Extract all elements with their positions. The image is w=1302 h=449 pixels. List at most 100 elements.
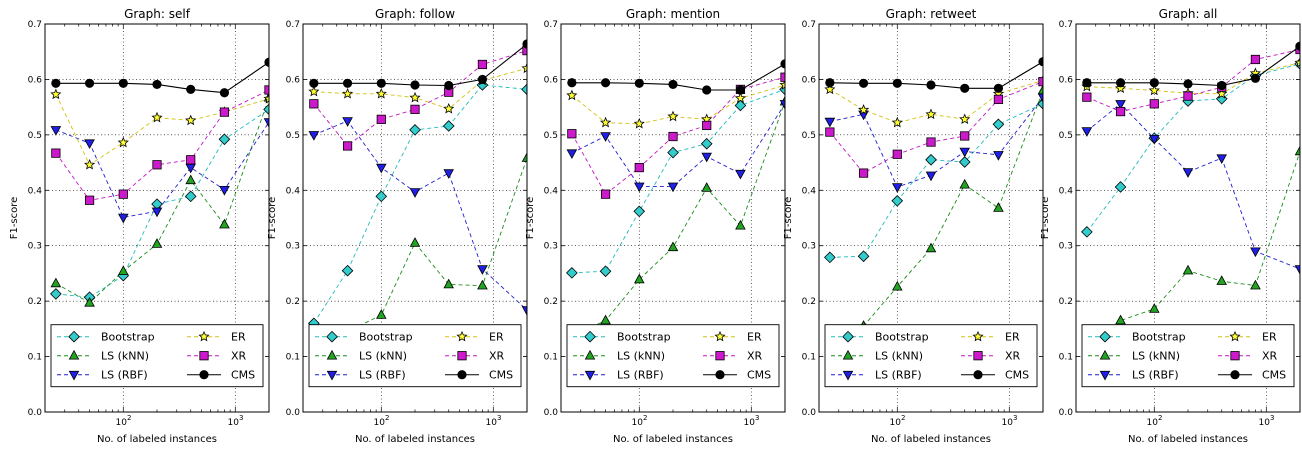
legend-label: Bootstrap: [617, 331, 671, 344]
x-tick-label: 10: [1259, 418, 1271, 428]
y-tick-label: 0.1: [544, 353, 558, 363]
data-point-cms: [1217, 80, 1227, 91]
data-point-xr: [1115, 106, 1126, 117]
y-tick-label: 0.3: [28, 242, 42, 252]
data-point-bootstrap: [341, 264, 354, 277]
data-point-ls-rbf: [219, 185, 230, 196]
y-tick-label: 0.5: [1059, 131, 1073, 141]
data-point-cms: [960, 83, 970, 93]
data-point-ls-rbf: [779, 100, 785, 110]
data-point-ls-knn: [1182, 264, 1194, 275]
data-point-xr: [1183, 91, 1193, 101]
data-point-xr: [219, 107, 230, 117]
data-point-ls-rbf: [185, 163, 196, 174]
y-tick-label: 0.3: [1059, 242, 1073, 252]
data-point-xr: [567, 129, 577, 139]
legend-label: XR: [489, 350, 505, 363]
data-point-ls-knn: [1216, 275, 1227, 285]
y-axis-label: F1-score: [9, 197, 20, 240]
data-point-er: [84, 158, 96, 170]
data-point-ls-knn: [600, 314, 611, 325]
y-tick-label: 0.2: [286, 297, 300, 307]
legend-label: LS (kNN): [617, 350, 665, 363]
legend-marker-ls-knn: [326, 349, 338, 360]
data-point-ls-rbf: [1294, 265, 1300, 275]
data-point-er: [858, 104, 870, 115]
data-point-xr: [1149, 99, 1159, 109]
data-point-er: [263, 92, 269, 104]
legend-marker-er: [714, 330, 726, 342]
data-point-er: [824, 83, 836, 95]
data-point-bootstrap: [992, 118, 1005, 131]
data-point-bootstrap: [1081, 226, 1093, 238]
y-tick-label: 0.5: [544, 131, 558, 141]
y-tick-label: 0.6: [544, 75, 559, 85]
legend-marker-ls-knn: [842, 349, 854, 360]
legend-marker-ls-rbf: [68, 370, 80, 381]
x-tick-label: 10: [228, 418, 240, 428]
data-point-er: [117, 136, 129, 148]
data-point-er: [1148, 84, 1160, 96]
data-point-er: [779, 79, 785, 90]
data-point-er: [1294, 56, 1300, 68]
data-point-ls-knn: [409, 237, 421, 247]
legend-label: LS (kNN): [875, 350, 923, 363]
legend-label: ER: [1262, 331, 1277, 344]
legend-label: Bootstrap: [1132, 331, 1186, 344]
x-tick-label: 10: [890, 418, 902, 428]
series-group: [1081, 41, 1300, 348]
legend-marker-bootstrap: [1099, 330, 1111, 343]
data-point-ls-rbf: [376, 163, 387, 174]
x-tick-label: 10: [374, 418, 386, 428]
legend: Bootstrap LS (kNN) LS (RBF) ER XR CMS: [50, 324, 264, 388]
data-point-er: [443, 102, 455, 114]
legend-marker-cms: [973, 370, 983, 380]
data-point-bootstrap: [263, 103, 269, 116]
data-point-xr: [634, 162, 644, 173]
legend: Bootstrap LS (kNN) LS (RBF) ER XR CMS: [308, 324, 522, 388]
series-group: [50, 57, 269, 307]
legend-label: LS (kNN): [1132, 350, 1180, 363]
legend-label: LS (kNN): [101, 350, 149, 363]
data-point-ls-rbf: [409, 188, 421, 198]
data-point-bootstrap: [599, 265, 612, 278]
y-tick-label: 0.0: [1059, 408, 1074, 418]
y-tick-label: 0.5: [802, 131, 816, 141]
data-point-er: [1216, 87, 1228, 99]
data-point-ls-rbf: [342, 117, 353, 127]
legend-marker-bootstrap: [326, 330, 338, 343]
legend-marker-er: [456, 330, 468, 342]
y-tick-label: 0.2: [1059, 297, 1073, 307]
legend-label: CMS: [747, 369, 771, 382]
data-point-er: [959, 113, 971, 125]
series-line-xr: [829, 81, 1043, 174]
y-tick-label: 0.0: [544, 408, 559, 418]
data-point-er: [409, 91, 421, 103]
data-point-xr: [118, 189, 128, 199]
data-point-xr: [342, 141, 353, 151]
x-tick-label-exponent: 2: [127, 414, 131, 422]
data-point-ls-knn: [84, 296, 95, 307]
data-point-cms: [1295, 41, 1300, 51]
data-point-ls-rbf: [118, 213, 129, 224]
data-point-ls-knn: [50, 277, 62, 288]
data-point-ls-rbf: [667, 182, 679, 193]
data-point-cms: [309, 78, 319, 88]
data-point-er: [375, 87, 387, 99]
data-point-cms: [51, 78, 61, 88]
data-point-cms: [410, 80, 420, 90]
data-point-bootstrap: [824, 251, 836, 264]
legend-marker-xr: [715, 351, 725, 361]
y-tick-label: 0.4: [1059, 186, 1074, 196]
data-point-ls-rbf: [892, 183, 903, 193]
data-point-xr: [858, 168, 869, 178]
y-tick-label: 0.6: [286, 75, 301, 85]
chart-title: Graph: follow: [375, 7, 455, 21]
data-point-ls-rbf: [824, 117, 836, 128]
data-point-ls-knn: [735, 219, 746, 230]
legend-marker-er: [198, 330, 210, 342]
data-point-ls-rbf: [84, 139, 95, 150]
data-point-cms: [892, 78, 902, 88]
data-point-ls-rbf: [925, 171, 937, 182]
